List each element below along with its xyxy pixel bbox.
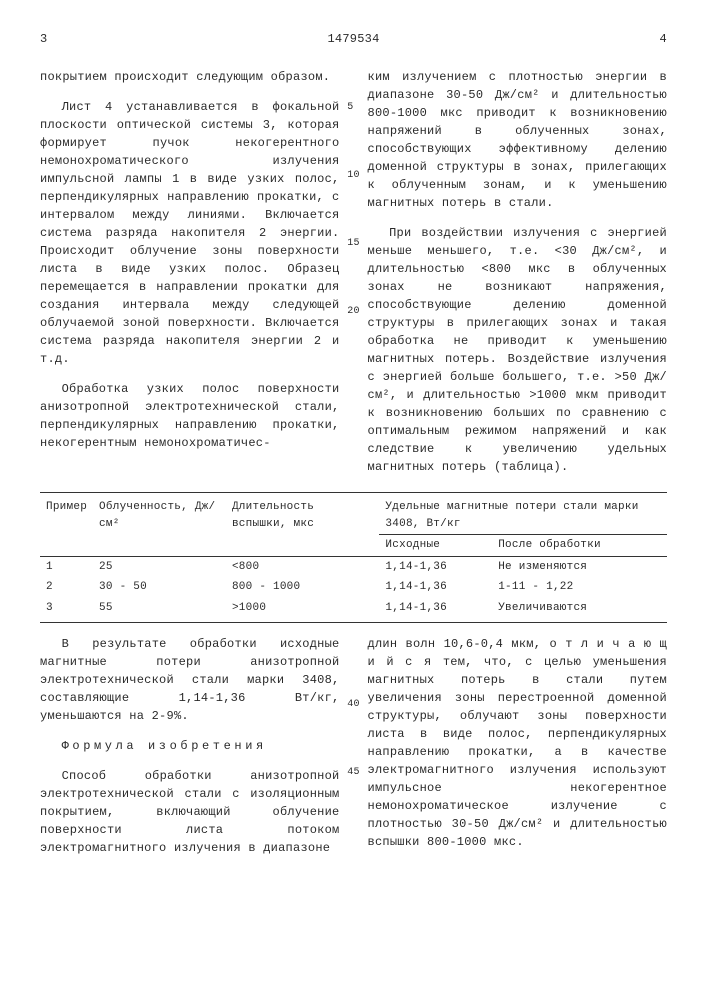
left-page-num: 3 xyxy=(40,30,47,48)
doc-number: 1479534 xyxy=(327,30,379,48)
cell: 2 xyxy=(40,577,93,598)
col1-p1: покрытием происходит следующим образом. xyxy=(40,68,340,86)
table-row: 3 55 >1000 1,14-1,36 Увеличиваются xyxy=(40,598,667,619)
formula-title: Формула изобретения xyxy=(40,737,340,755)
lower-right-column: длин волн 10,6-0,4 мкм, о т л и ч а ю щ … xyxy=(368,635,668,869)
cell: 1-11 - 1,22 xyxy=(492,577,667,598)
line-num-20: 20 xyxy=(347,304,359,319)
table-row: 2 30 - 50 800 - 1000 1,14-1,36 1-11 - 1,… xyxy=(40,577,667,598)
cell: >1000 xyxy=(226,598,379,619)
cell: 55 xyxy=(93,598,226,619)
th-example: Пример xyxy=(40,497,93,556)
page-header: 3 1479534 4 xyxy=(40,30,667,48)
th-irradiance: Облученность, Дж/см² xyxy=(93,497,226,556)
th-losses: Удельные магнитные потери стали марки 34… xyxy=(379,497,667,535)
cell: 1,14-1,36 xyxy=(379,577,492,598)
line-num-45: 45 xyxy=(347,765,359,780)
line-num-40: 40 xyxy=(347,697,359,712)
data-table-wrap: Пример Облученность, Дж/см² Длительность… xyxy=(40,492,667,623)
upper-columns: 5 10 15 20 покрытием происходит следующи… xyxy=(40,68,667,488)
cell: 1,14-1,36 xyxy=(379,556,492,577)
lcol1-p2: Способ обработки анизотропной электротех… xyxy=(40,767,340,857)
left-column: покрытием происходит следующим образом. … xyxy=(40,68,340,488)
cell: <800 xyxy=(226,556,379,577)
cell: 1 xyxy=(40,556,93,577)
col2-p2: При воздействии излучения с энергией мен… xyxy=(368,224,668,476)
th-initial: Исходные xyxy=(379,535,492,557)
cell: 30 - 50 xyxy=(93,577,226,598)
th-duration: Длительность вспышки, мкс xyxy=(226,497,379,556)
col1-p2: Лист 4 устанавливается в фокальной плоск… xyxy=(40,98,340,368)
table-row: 1 25 <800 1,14-1,36 Не изменяются xyxy=(40,556,667,577)
col1-p3: Обработка узких полос поверхности анизот… xyxy=(40,380,340,452)
lower-columns: 40 45 В результате обработки исходные ма… xyxy=(40,635,667,869)
th-after: После обработки xyxy=(492,535,667,557)
lower-left-column: В результате обработки исходные магнитны… xyxy=(40,635,340,869)
cell: 1,14-1,36 xyxy=(379,598,492,619)
cell: 25 xyxy=(93,556,226,577)
cell: 800 - 1000 xyxy=(226,577,379,598)
data-table: Пример Облученность, Дж/см² Длительность… xyxy=(40,497,667,618)
cell: Увеличиваются xyxy=(492,598,667,619)
cell: Не изменяются xyxy=(492,556,667,577)
line-num-15: 15 xyxy=(347,236,359,251)
line-num-5: 5 xyxy=(347,100,353,115)
right-column: ким излучением с плотностью энергии в ди… xyxy=(368,68,668,488)
lcol1-p1: В результате обработки исходные магнитны… xyxy=(40,635,340,725)
line-num-10: 10 xyxy=(347,168,359,183)
right-page-num: 4 xyxy=(660,30,667,48)
lcol2-p1: длин волн 10,6-0,4 мкм, о т л и ч а ю щ … xyxy=(368,635,668,851)
col2-p1: ким излучением с плотностью энергии в ди… xyxy=(368,68,668,212)
cell: 3 xyxy=(40,598,93,619)
